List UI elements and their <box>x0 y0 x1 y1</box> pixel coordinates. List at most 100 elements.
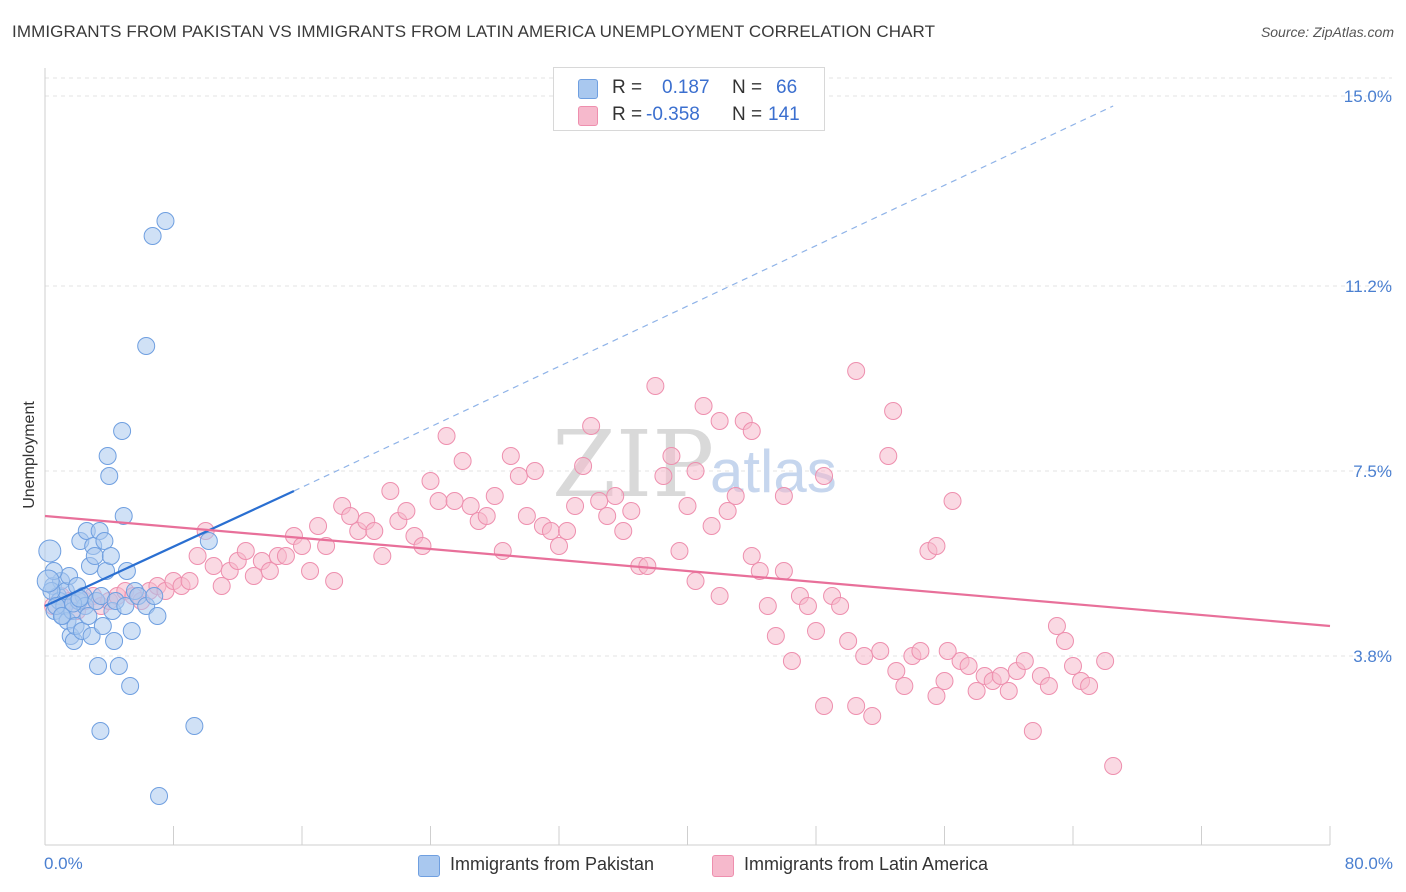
stats-row-pakistan: R = 0.187 N = 66 <box>554 73 824 101</box>
latam-point <box>293 537 311 555</box>
latam-point <box>260 562 279 580</box>
latam-point <box>742 422 761 440</box>
pakistan-point <box>148 607 167 625</box>
pakistan-point <box>52 607 71 625</box>
pakistan-point <box>82 627 101 645</box>
latam-point <box>373 547 392 565</box>
latam-point <box>622 502 641 520</box>
latam-point <box>855 647 874 665</box>
latam-point <box>766 627 785 645</box>
latam-point <box>750 562 769 580</box>
latam-point <box>437 427 456 445</box>
latam-point <box>582 417 601 435</box>
latam-point <box>815 467 834 485</box>
pakistan-trend-extension <box>293 105 1114 492</box>
latam-point <box>501 447 520 465</box>
pakistan-points <box>36 212 218 805</box>
pakistan-trend-line <box>44 490 295 607</box>
pakistan-point <box>122 622 141 640</box>
latam-point <box>445 492 464 510</box>
tick-labels: 3.8% 7.5% 11.2% 15.0% 0.0% 80.0% <box>44 87 1393 873</box>
latam-point <box>1080 677 1099 695</box>
latam-point <box>1064 657 1082 675</box>
latam-point <box>991 667 1010 685</box>
latam-point <box>959 657 978 675</box>
latam-point <box>381 482 400 500</box>
latam-point <box>935 672 954 690</box>
latam-point <box>1096 652 1115 670</box>
latam-point <box>879 447 898 465</box>
pakistan-point <box>79 607 98 625</box>
latam-point <box>477 507 496 525</box>
latam-point <box>453 452 472 470</box>
trend-lines <box>44 105 1331 628</box>
latam-point <box>678 497 697 515</box>
pakistan-point <box>121 677 140 695</box>
latam-point <box>244 567 263 585</box>
n-value: 141 <box>768 104 800 125</box>
legend: Immigrants from Pakistan Immigrants from… <box>0 850 1406 880</box>
latam-point <box>429 492 448 510</box>
pakistan-swatch <box>578 79 598 99</box>
n-label: N = <box>732 77 763 98</box>
grid-lines <box>45 77 1392 657</box>
latam-point <box>1104 757 1123 775</box>
latam-point <box>309 517 328 535</box>
latam-point <box>365 522 384 540</box>
y-tick-label: 3.8% <box>1353 647 1392 666</box>
pakistan-point <box>143 227 162 245</box>
latam-point <box>831 597 850 615</box>
chart-title: IMMIGRANTS FROM PAKISTAN VS IMMIGRANTS F… <box>12 22 936 41</box>
latam-point <box>887 662 906 680</box>
latam-point <box>847 362 866 380</box>
latam-point <box>774 562 793 580</box>
legend-label-pakistan: Immigrants from Pakistan <box>450 854 655 874</box>
pakistan-point <box>98 447 117 465</box>
pakistan-point <box>36 569 60 593</box>
latam-point <box>782 652 801 670</box>
latam-legend-swatch <box>712 855 734 877</box>
legend-label-latam: Immigrants from Latin America <box>744 854 989 874</box>
axes <box>44 68 1331 846</box>
latam-point <box>839 632 858 650</box>
latam-point <box>1039 677 1058 695</box>
latam-point <box>654 467 673 485</box>
r-value: 0.187 <box>662 77 710 98</box>
latam-point <box>574 457 593 475</box>
latam-point <box>558 522 577 540</box>
r-value: -0.358 <box>646 104 700 125</box>
latam-point <box>807 622 825 640</box>
latam-point <box>686 462 705 480</box>
latam-point <box>911 642 930 660</box>
latam-point <box>646 377 665 395</box>
latam-point <box>317 537 336 555</box>
latam-point <box>710 587 729 605</box>
latam-point <box>485 487 504 505</box>
pakistan-point <box>85 547 104 565</box>
pakistan-legend-swatch <box>418 855 440 877</box>
pakistan-point <box>150 787 169 805</box>
pakistan-point <box>156 212 175 230</box>
latam-point <box>927 537 946 555</box>
y-tick-label: 11.2% <box>1345 277 1392 296</box>
stats-row-latam: R = -0.358 N = 141 <box>554 100 824 128</box>
pakistan-point <box>101 547 120 565</box>
x-tick-label: 0.0% <box>44 854 83 873</box>
latam-point <box>606 487 625 505</box>
latam-point <box>686 572 705 590</box>
latam-point <box>1055 632 1074 650</box>
chart-source: Source: ZipAtlas.com <box>1260 24 1394 40</box>
latam-points <box>44 362 1123 775</box>
latam-swatch <box>578 106 598 126</box>
latam-point <box>927 687 946 705</box>
pakistan-point <box>93 617 112 635</box>
stats-box: R = 0.187 N = 66 R = -0.358 N = 141 <box>553 67 825 131</box>
latam-point <box>1015 652 1034 670</box>
latam-point <box>188 547 207 565</box>
latam-point <box>871 642 890 660</box>
latam-point <box>938 642 957 660</box>
latam-point <box>1047 617 1066 635</box>
n-value: 66 <box>776 77 798 98</box>
latam-point <box>758 597 777 615</box>
